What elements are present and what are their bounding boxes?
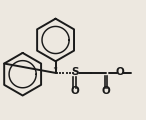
Text: O: O: [102, 86, 110, 96]
Text: $\ast$: $\ast$: [52, 64, 58, 72]
Text: O: O: [71, 86, 79, 96]
Text: O: O: [116, 67, 125, 77]
Text: S: S: [71, 67, 79, 77]
